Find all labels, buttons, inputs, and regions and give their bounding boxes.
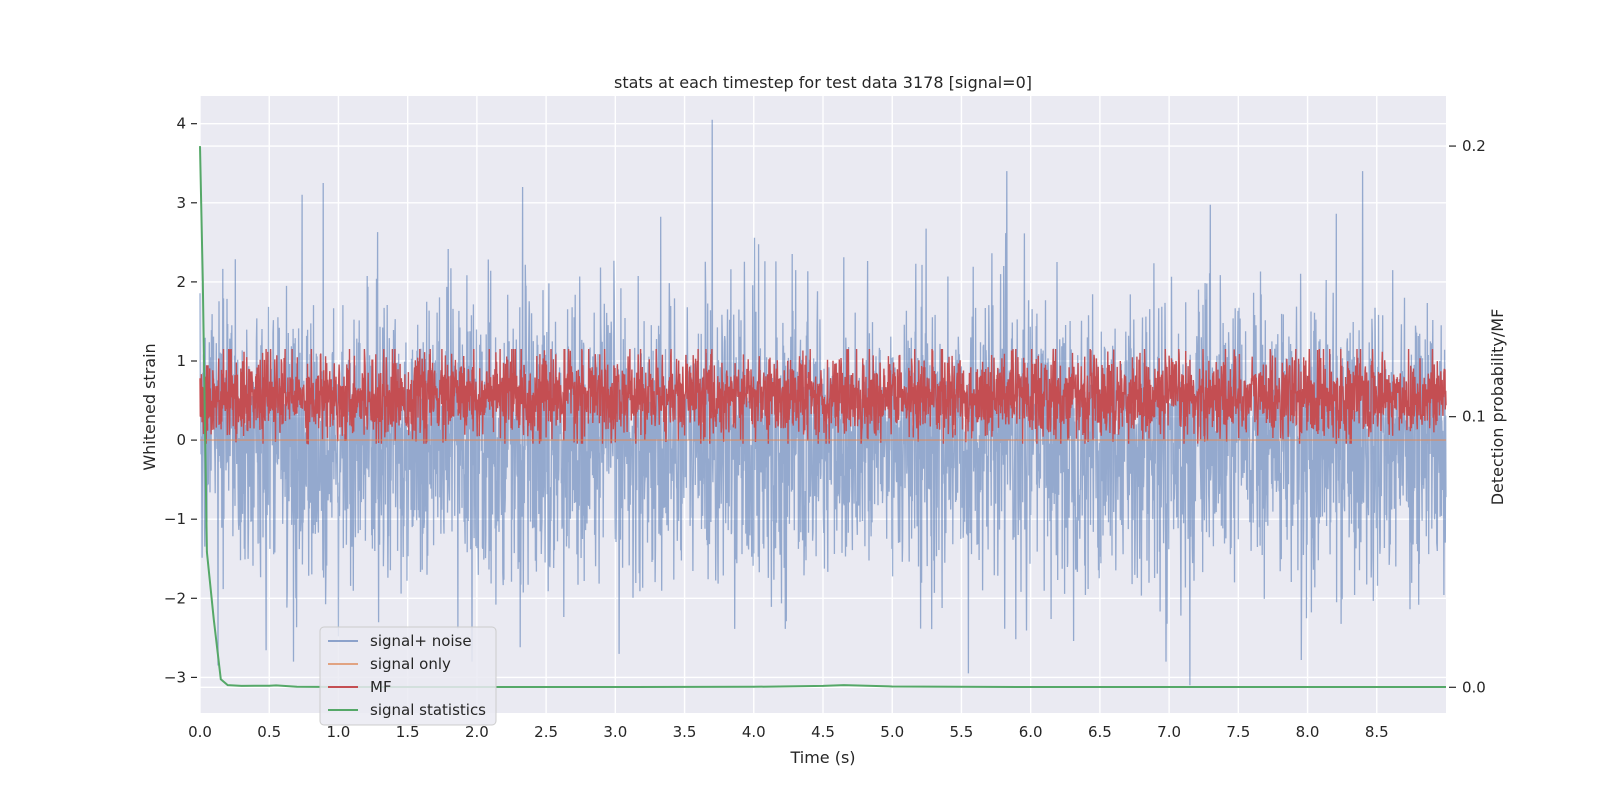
y2-axis-title: Detection probability/MF [1488,309,1507,506]
x-tick-label: 1.5 [396,723,420,741]
legend-label-signal-noise: signal+ noise [370,632,472,650]
y-tick-label: 4 [176,115,186,133]
chart-title: stats at each timestep for test data 317… [614,73,1032,92]
y-tick-label: −3 [164,668,186,686]
x-tick-label: 6.5 [1088,723,1112,741]
y-tick-label: 1 [176,352,186,370]
y2-tick-label: 0.2 [1462,137,1486,155]
x-tick-label: 5.5 [950,723,974,741]
x-tick-label: 0.5 [257,723,281,741]
x-tick-label: 2.0 [465,723,489,741]
series-line-mf [199,348,1447,445]
y-tick-label: 3 [176,194,186,212]
y2-tick-label: 0.0 [1462,678,1486,696]
x-tick-label: 4.0 [742,723,766,741]
x-axis-title: Time (s) [789,748,855,767]
x-tick-label: 3.5 [673,723,697,741]
legend-box [319,626,497,726]
x-tick-label: 7.5 [1226,723,1250,741]
legend-label-signal-statistics: signal statistics [370,701,486,719]
legend-label-signal-only: signal only [370,655,451,673]
y-tick-label: 2 [176,273,186,291]
x-tick-label: 5.0 [880,723,904,741]
x-tick-label: 7.0 [1157,723,1181,741]
legend-label-mf: MF [370,678,392,696]
x-tick-label: 8.5 [1365,723,1389,741]
x-tick-label: 1.0 [327,723,351,741]
x-tick-label: 2.5 [534,723,558,741]
y-axis-title: Whitened strain [140,343,159,470]
x-tick-label: 3.0 [603,723,627,741]
legend: signal+ noise signal only MF signal stat… [319,626,497,726]
x-tick-label: 4.5 [811,723,835,741]
x-tick-label: 8.0 [1296,723,1320,741]
series-line-signal-noise [199,119,1447,686]
y2-tick-label: 0.1 [1462,408,1486,426]
x-tick-label: 0.0 [188,723,212,741]
y-tick-label: −1 [164,510,186,528]
y-tick-label: −2 [164,589,186,607]
y-tick-label: 0 [176,431,186,449]
tick-layer: 0.0 0.5 1.0 1.5 2.0 2.5 3.0 3.5 4.0 4.5 5.0 5.5 6.0 6… [164,115,1486,741]
x-tick-label: 6.0 [1019,723,1043,741]
